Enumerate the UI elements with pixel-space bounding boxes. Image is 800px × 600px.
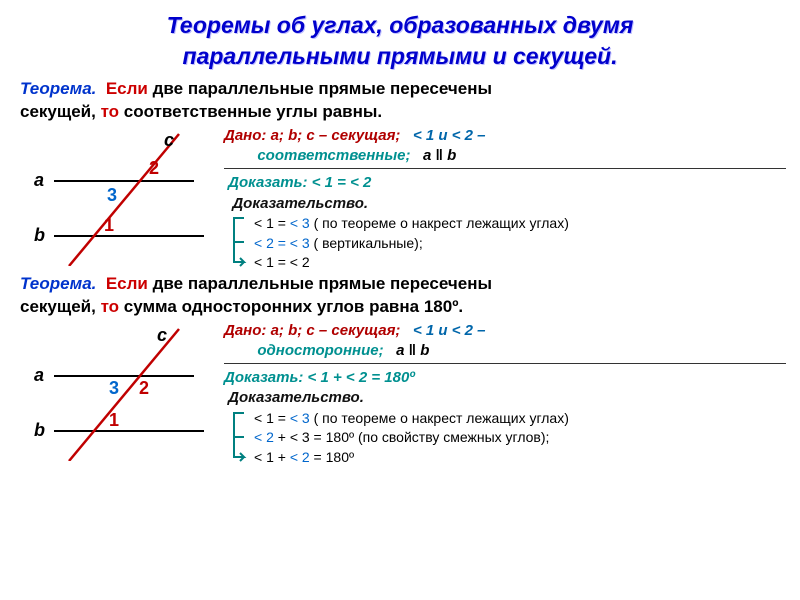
diag1-ang2: 2 bbox=[149, 158, 159, 178]
diag1-b: b bbox=[34, 225, 45, 245]
diag1-ang1: 1 bbox=[104, 215, 114, 235]
t2-bracket-icon bbox=[226, 409, 252, 467]
diagram2-svg: a b c 2 3 1 bbox=[14, 321, 214, 461]
t2-given-type: односторонние; bbox=[257, 342, 383, 359]
theorem2-if: Если bbox=[106, 274, 148, 293]
t2-given-label: Дано bbox=[224, 322, 261, 339]
theorem1-text2-suf: соответственные углы равны. bbox=[119, 102, 382, 121]
diag2-ang1: 1 bbox=[109, 410, 119, 430]
t1-prove-text: : < 1 = < 2 bbox=[303, 174, 372, 191]
title-line2: параллельными прямыми и секущей. bbox=[14, 41, 786, 72]
t1-prove-row: Доказать: < 1 = < 2 bbox=[224, 173, 786, 193]
t2-given-rel: а ǁ b bbox=[396, 342, 429, 359]
t1-given-label: Дано bbox=[224, 127, 261, 144]
theorem1-content: Дано: а; b; c – секущая; < 1 и < 2 – соо… bbox=[214, 126, 786, 273]
diag2-ang3: 3 bbox=[109, 378, 119, 398]
theorem1-given: Дано: а; b; c – секущая; < 1 и < 2 – соо… bbox=[224, 126, 786, 167]
theorem1-text1: две параллельные прямые пересечены bbox=[153, 79, 492, 98]
diag2-a: a bbox=[34, 365, 44, 385]
t2-prove-label: Доказать bbox=[224, 369, 298, 386]
t1-step3: < 1 = < 2 bbox=[254, 253, 786, 273]
theorem2-statement: Теорема. Если две параллельные прямые пе… bbox=[20, 273, 786, 319]
main-title: Теоремы об углах, образованных двумя пар… bbox=[14, 10, 786, 72]
title-line1: Теоремы об углах, образованных двумя bbox=[14, 10, 786, 41]
theorem1-diagram: a b c 2 3 1 bbox=[14, 126, 214, 266]
theorem2-then: то bbox=[101, 297, 120, 316]
theorem2-given: Дано: а; b; c – секущая; < 1 и < 2 – одн… bbox=[224, 321, 786, 362]
t2-given-angles: < 1 и < 2 – bbox=[413, 322, 486, 339]
t1-proof-label-row: Доказательство. bbox=[224, 194, 786, 214]
t2-prove-row: Доказать: < 1 + < 2 = 180º bbox=[224, 368, 786, 388]
theorem1-if: Если bbox=[106, 79, 148, 98]
t1-proof-steps: < 1 = < 3 ( по теореме о накрест лежащих… bbox=[224, 214, 786, 273]
t1-given-text: : а; b; c – секущая; bbox=[261, 127, 400, 144]
t2-step3: < 1 + < 2 = 180º bbox=[254, 448, 786, 468]
t2-hr bbox=[224, 363, 786, 364]
diag1-c: c bbox=[164, 130, 174, 150]
t1-hr bbox=[224, 168, 786, 169]
theorem1-text2-pre: секущей, bbox=[20, 102, 101, 121]
theorem2-section: a b c 2 3 1 Дано: а; b; c – секущая; < 1… bbox=[14, 321, 786, 468]
t2-proof-steps: < 1 = < 3 ( по теореме о накрест лежащих… bbox=[224, 409, 786, 468]
theorem1-then: то bbox=[101, 102, 120, 121]
t1-step2: < 2 = < 3 ( вертикальные); bbox=[254, 234, 786, 254]
diag2-b: b bbox=[34, 420, 45, 440]
theorem1-label: Теорема. bbox=[20, 79, 96, 98]
t1-given-rel: а ǁ b bbox=[423, 147, 456, 164]
theorem1-statement: Теорема. Если две параллельные прямые пе… bbox=[20, 78, 786, 124]
t1-given-type: соответственные; bbox=[257, 147, 410, 164]
t2-prove-text: : < 1 + < 2 = 180º bbox=[298, 369, 414, 386]
diag1-ang3: 3 bbox=[107, 185, 117, 205]
theorem2-content: Дано: а; b; c – секущая; < 1 и < 2 – одн… bbox=[214, 321, 786, 468]
t2-given-text: : а; b; c – секущая; bbox=[261, 322, 400, 339]
theorem2-text1: две параллельные прямые пересечены bbox=[153, 274, 492, 293]
t2-proof-label-row: Доказательство. bbox=[224, 388, 786, 408]
t2-step1: < 1 = < 3 ( по теореме о накрест лежащих… bbox=[254, 409, 786, 429]
theorem2-text2-pre: секущей, bbox=[20, 297, 101, 316]
diag2-ang2: 2 bbox=[139, 378, 149, 398]
diag2-c: c bbox=[157, 325, 167, 345]
theorem2-diagram: a b c 2 3 1 bbox=[14, 321, 214, 461]
t2-proof-label: Доказательство. bbox=[228, 389, 364, 406]
diagram1-svg: a b c 2 3 1 bbox=[14, 126, 214, 266]
t1-prove-label: Доказать bbox=[228, 174, 302, 191]
t1-given-angles: < 1 и < 2 – bbox=[413, 127, 486, 144]
t1-step1: < 1 = < 3 ( по теореме о накрест лежащих… bbox=[254, 214, 786, 234]
theorem1-section: a b c 2 3 1 Дано: а; b; c – секущая; < 1… bbox=[14, 126, 786, 273]
theorem2-label: Теорема. bbox=[20, 274, 96, 293]
t1-bracket-icon bbox=[226, 214, 252, 272]
diag1-a: a bbox=[34, 170, 44, 190]
t2-step2: < 2 + < 3 = 180º (по свойству смежных уг… bbox=[254, 428, 786, 448]
theorem2-text2-suf: сумма односторонних углов равна 180º. bbox=[119, 297, 463, 316]
t1-proof-label: Доказательство. bbox=[232, 195, 368, 212]
